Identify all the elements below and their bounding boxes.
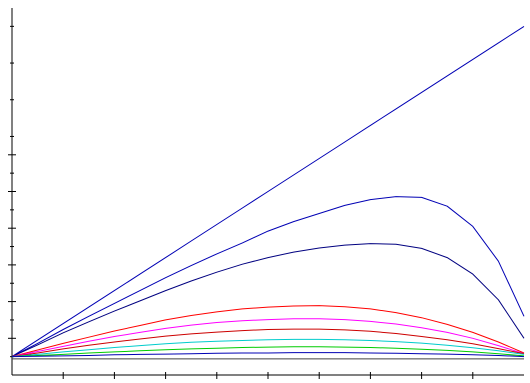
chart-series-group xyxy=(11,25,525,360)
chart-axes xyxy=(8,8,524,379)
series-line-7 xyxy=(11,338,525,358)
series-line-3 xyxy=(11,243,525,358)
series-line-6 xyxy=(11,328,525,358)
series-line-2 xyxy=(11,196,525,358)
series-line-9 xyxy=(11,352,525,358)
series-line-1 xyxy=(11,25,525,358)
series-line-5 xyxy=(11,318,525,358)
series-line-4 xyxy=(11,305,525,358)
series-line-8 xyxy=(11,346,525,358)
